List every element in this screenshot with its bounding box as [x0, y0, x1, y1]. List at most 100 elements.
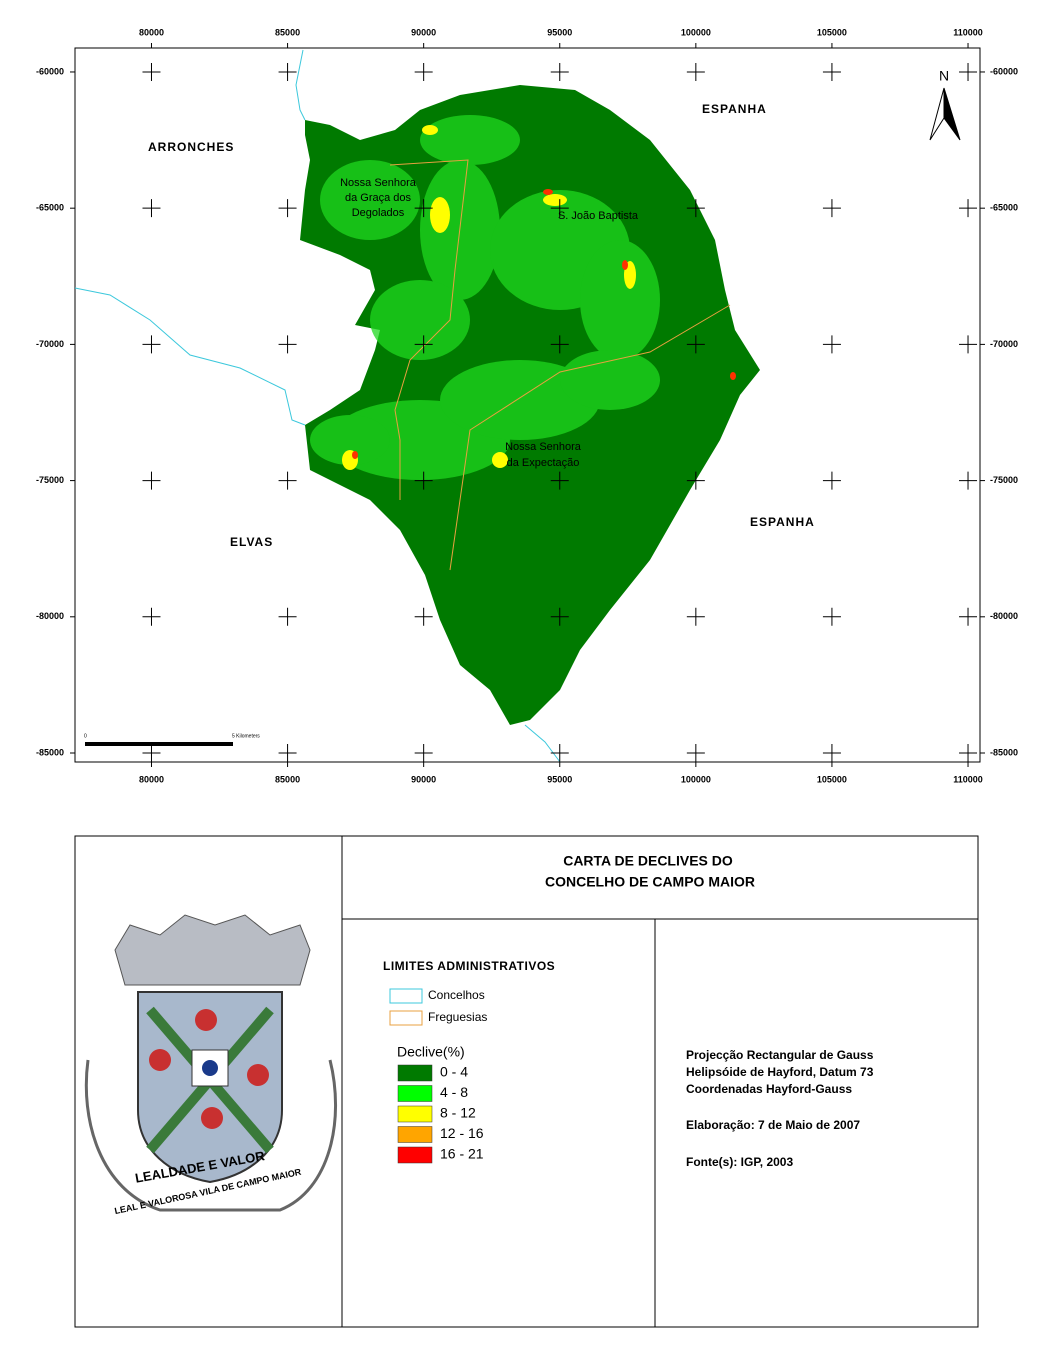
y-tick-label: -85000	[36, 747, 64, 757]
grid-cross	[278, 62, 297, 81]
legend-label: Freguesias	[428, 1010, 487, 1024]
grid-cross	[278, 471, 297, 490]
legend-swatch	[397, 1146, 433, 1164]
info-text: Helipsóide de Hayford, Datum 73	[686, 1065, 874, 1079]
grid-cross	[142, 335, 161, 354]
y-tick-label: -85000	[990, 747, 1018, 757]
grid-cross	[686, 607, 705, 626]
map-info: Projecção Rectangular de Gauss Helipsóid…	[686, 1048, 874, 1169]
north-arrow	[943, 87, 961, 141]
grid-cross	[686, 335, 705, 354]
x-tick-label: 95000	[547, 27, 572, 37]
legend-label: 4 - 8	[440, 1084, 468, 1100]
grid-cross	[414, 471, 433, 490]
grid-cross	[142, 62, 161, 81]
map-frame	[74, 47, 981, 763]
title-block	[74, 835, 979, 1328]
legend-label: 16 - 21	[440, 1146, 484, 1162]
grid-cross	[278, 335, 297, 354]
place-label: ESPANHA	[702, 102, 767, 116]
grid-cross	[550, 471, 569, 490]
grid-cross	[278, 199, 297, 218]
legend-swatch	[397, 1126, 433, 1143]
y-tick-label: -65000	[990, 203, 1018, 213]
y-tick-label: -70000	[36, 339, 64, 349]
legend-swatch	[397, 1085, 433, 1102]
parish-label: da Expectação	[507, 457, 580, 469]
parish-label: Nossa Senhora	[505, 441, 582, 453]
north-label: N	[939, 68, 949, 84]
grid-cross	[959, 62, 978, 81]
parish-label: Degolados	[352, 207, 405, 219]
legend-label: 0 - 4	[440, 1064, 468, 1080]
parish-label: da Graça dos	[345, 192, 412, 204]
grid-cross	[959, 744, 978, 763]
info-text: Fonte(s): IGP, 2003	[686, 1155, 793, 1169]
legend-swatch	[389, 1010, 423, 1026]
grid-cross	[414, 744, 433, 763]
y-tick-label: -80000	[36, 611, 64, 621]
x-tick-label: 85000	[275, 27, 300, 37]
x-tick-label: 80000	[139, 774, 164, 784]
place-label: ESPANHA	[750, 515, 815, 529]
x-tick-label: 90000	[411, 27, 436, 37]
info-text: Coordenadas Hayford-Gauss	[686, 1082, 852, 1096]
parish-label: Nossa Senhora	[340, 177, 417, 189]
coat-of-arms: LEALDADE E VALOR LEAL E VALOROSA VILA DE…	[84, 914, 337, 1216]
info-text: Elaboração: 7 de Maio de 2007	[686, 1118, 860, 1132]
legend-title: Declive(%)	[397, 1044, 465, 1060]
grid-cross	[959, 335, 978, 354]
legend-swatch	[397, 1105, 433, 1123]
scale-label: 5 Kilometers	[232, 733, 260, 739]
legend-label: 8 - 12	[440, 1105, 476, 1121]
legend: Concelhos Freguesias 0 - 4 4 - 8 8 - 12 12 - …	[389, 988, 487, 1164]
legend-heading: LIMITES ADMINISTRATIVOS	[383, 959, 555, 973]
grid-cross	[550, 607, 569, 626]
x-tick-label: 95000	[547, 774, 572, 784]
title: CONCELHO DE CAMPO MAIOR	[545, 874, 755, 890]
x-tick-label: 105000	[817, 27, 847, 37]
x-tick-label: 110000	[953, 774, 983, 784]
grid-cross	[550, 744, 569, 763]
grid-cross	[822, 471, 841, 490]
terrain	[300, 85, 760, 725]
parish-label: S. João Baptista	[558, 210, 639, 222]
y-tick-label: -70000	[990, 339, 1018, 349]
parish-boundaries	[389, 159, 731, 571]
coordinate-grid	[142, 62, 978, 763]
north-arrow	[929, 87, 945, 141]
y-tick-label: -65000	[36, 203, 64, 213]
scale-label: 0	[84, 733, 87, 739]
legend-swatch	[389, 988, 423, 1004]
y-tick-label: -75000	[36, 475, 64, 485]
grid-cross	[686, 199, 705, 218]
x-tick-label: 105000	[817, 774, 847, 784]
place-label: ELVAS	[230, 535, 273, 549]
x-tick-label: 85000	[275, 774, 300, 784]
info-text: Projecção Rectangular de Gauss	[686, 1048, 874, 1062]
grid-cross	[822, 607, 841, 626]
rivers	[74, 49, 561, 763]
grid-cross	[414, 335, 433, 354]
grid-cross	[686, 62, 705, 81]
grid-cross	[414, 199, 433, 218]
x-tick-label: 80000	[139, 27, 164, 37]
grid-cross	[959, 199, 978, 218]
grid-cross	[822, 199, 841, 218]
x-tick-label: 100000	[681, 774, 711, 784]
place-label: ARRONCHES	[148, 140, 234, 154]
legend-label: 12 - 16	[440, 1125, 484, 1141]
grid-cross	[142, 607, 161, 626]
y-tick-label: -60000	[36, 66, 64, 76]
grid-cross	[414, 62, 433, 81]
grid-cross	[959, 607, 978, 626]
grid-cross	[550, 199, 569, 218]
grid-cross	[959, 471, 978, 490]
x-tick-label: 90000	[411, 774, 436, 784]
legend-label: Concelhos	[428, 988, 485, 1002]
grid-cross	[550, 62, 569, 81]
grid-cross	[414, 607, 433, 626]
title: CARTA DE DECLIVES DO	[563, 853, 733, 869]
grid-cross	[822, 335, 841, 354]
